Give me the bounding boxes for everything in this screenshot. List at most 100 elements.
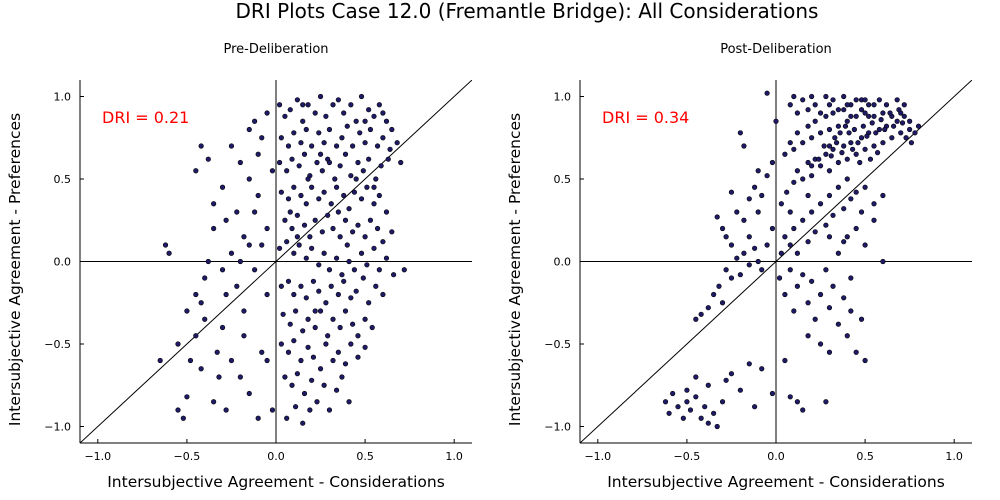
data-point bbox=[719, 399, 726, 405]
data-point bbox=[809, 173, 815, 179]
data-point bbox=[769, 225, 776, 232]
data-point bbox=[350, 143, 356, 149]
data-point bbox=[305, 344, 311, 350]
data-point bbox=[901, 113, 907, 119]
data-point bbox=[202, 275, 208, 281]
data-point bbox=[746, 361, 752, 367]
data-point bbox=[317, 151, 324, 157]
data-point bbox=[364, 184, 370, 190]
data-point bbox=[325, 212, 331, 218]
data-point bbox=[291, 250, 297, 256]
data-point bbox=[871, 102, 877, 108]
data-point bbox=[175, 341, 181, 347]
data-point bbox=[211, 225, 217, 232]
data-point bbox=[841, 206, 847, 212]
data-point bbox=[809, 278, 815, 284]
x-axis-label: Intersubjective Agreement - Consideratio… bbox=[107, 473, 445, 491]
data-point bbox=[848, 308, 854, 314]
data-point bbox=[355, 354, 361, 360]
data-point bbox=[291, 338, 297, 344]
data-point bbox=[787, 394, 793, 400]
data-point bbox=[876, 126, 882, 133]
data-point bbox=[285, 196, 292, 202]
data-point bbox=[787, 102, 793, 108]
data-point bbox=[373, 176, 379, 182]
data-point bbox=[844, 333, 850, 339]
data-point bbox=[755, 258, 761, 265]
data-point bbox=[737, 272, 743, 278]
data-point bbox=[214, 349, 220, 355]
data-point bbox=[705, 382, 711, 388]
data-point bbox=[680, 415, 686, 421]
data-point bbox=[255, 192, 261, 199]
y-axis-label: Intersubjective Agreement - Preferences bbox=[506, 113, 524, 426]
y-tick-label: 1.0 bbox=[554, 91, 572, 104]
data-point bbox=[241, 234, 247, 240]
data-point bbox=[826, 234, 833, 240]
data-point bbox=[364, 262, 370, 268]
data-point bbox=[264, 110, 270, 116]
data-point bbox=[826, 126, 833, 133]
data-point bbox=[832, 135, 838, 141]
data-point bbox=[773, 118, 779, 124]
data-point bbox=[869, 120, 875, 126]
data-point bbox=[301, 151, 308, 157]
data-point bbox=[228, 357, 235, 364]
data-point bbox=[830, 110, 836, 116]
data-point bbox=[362, 344, 368, 350]
y-tick-label: 0.5 bbox=[54, 173, 72, 186]
data-point bbox=[728, 275, 735, 281]
data-point bbox=[335, 97, 341, 103]
data-point bbox=[817, 110, 824, 116]
data-point bbox=[866, 113, 872, 119]
x-tick-label: 0.0 bbox=[267, 450, 285, 463]
plot-area bbox=[580, 80, 972, 443]
data-point bbox=[373, 283, 379, 289]
data-point bbox=[794, 110, 800, 116]
data-point bbox=[805, 159, 811, 166]
x-axis-label: Intersubjective Agreement - Consideratio… bbox=[607, 473, 945, 491]
data-point bbox=[353, 288, 359, 294]
data-point bbox=[337, 163, 343, 169]
data-point bbox=[276, 159, 283, 166]
data-point bbox=[755, 209, 761, 215]
data-point bbox=[362, 118, 368, 124]
data-point bbox=[166, 250, 172, 256]
data-point bbox=[794, 130, 800, 136]
data-point bbox=[278, 341, 284, 347]
data-point bbox=[259, 242, 265, 248]
x-tick-label: −0.5 bbox=[674, 450, 701, 463]
data-point bbox=[319, 229, 325, 235]
data-point bbox=[339, 135, 345, 141]
data-point bbox=[246, 126, 252, 133]
data-point bbox=[711, 410, 717, 416]
data-point bbox=[693, 394, 699, 400]
data-point bbox=[835, 321, 841, 327]
data-point bbox=[723, 377, 729, 383]
x-tick-label: −1.0 bbox=[84, 450, 111, 463]
data-point bbox=[841, 239, 847, 245]
data-point bbox=[300, 328, 306, 334]
data-point bbox=[835, 123, 841, 129]
data-point bbox=[211, 201, 217, 207]
data-point bbox=[285, 143, 292, 149]
data-point bbox=[809, 135, 815, 141]
data-point bbox=[693, 374, 699, 380]
data-point bbox=[741, 217, 747, 223]
data-point bbox=[809, 209, 815, 215]
subplot-title: Post-Deliberation bbox=[720, 42, 832, 57]
data-point bbox=[719, 225, 726, 232]
data-point bbox=[898, 130, 904, 136]
data-point bbox=[367, 217, 374, 223]
data-point bbox=[333, 255, 340, 261]
data-point bbox=[355, 222, 361, 228]
data-point bbox=[787, 209, 793, 215]
figure-title: DRI Plots Case 12.0 (Fremantle Bridge): … bbox=[236, 0, 819, 23]
data-point bbox=[828, 153, 834, 159]
data-point bbox=[809, 93, 815, 100]
data-point bbox=[330, 316, 336, 322]
data-point bbox=[741, 143, 747, 149]
data-point bbox=[398, 159, 404, 166]
data-point bbox=[853, 225, 859, 232]
